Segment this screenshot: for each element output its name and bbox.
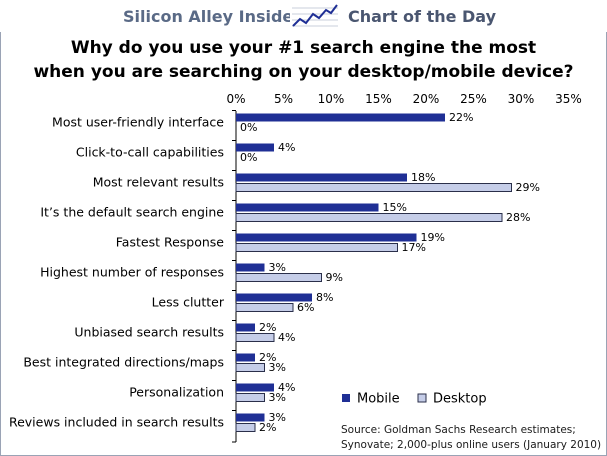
category-label: It’s the default search engine <box>40 205 224 220</box>
bar-mobile <box>236 143 274 152</box>
category-label: Unbiased search results <box>74 325 224 340</box>
bar-mobile <box>236 173 407 182</box>
data-label-desktop: 6% <box>297 301 314 314</box>
data-label-mobile: 15% <box>383 201 407 214</box>
legend-label-desktop: Desktop <box>433 392 487 407</box>
category-label: Less clutter <box>152 295 225 310</box>
bar-mobile <box>236 113 445 122</box>
data-label-desktop: 4% <box>278 331 295 344</box>
bar-mobile <box>236 323 255 332</box>
bar-desktop <box>235 423 256 432</box>
data-label-desktop: 9% <box>326 271 343 284</box>
category-label: Best integrated directions/maps <box>23 355 224 370</box>
category-label: Personalization <box>129 385 224 400</box>
bar-mobile <box>236 263 265 272</box>
x-tick-label: 10% <box>318 92 345 106</box>
bar-desktop <box>235 243 398 252</box>
bar-desktop <box>235 303 294 312</box>
data-label-mobile: 18% <box>411 171 435 184</box>
category-label: Highest number of responses <box>40 265 224 280</box>
source-line-2: Synovate; 2,000-plus online users (Janua… <box>341 439 602 451</box>
legend-label-mobile: Mobile <box>357 392 400 407</box>
x-tick-label: 15% <box>365 92 392 106</box>
data-label-desktop: 3% <box>269 391 286 404</box>
trend-chart-icon <box>290 2 340 30</box>
data-label-desktop: 17% <box>402 241 426 254</box>
data-label-desktop: 28% <box>506 211 530 224</box>
chart-title-line-2: when you are searching on your desktop/m… <box>33 62 574 82</box>
bar-mobile <box>236 203 379 212</box>
source-note: Source: Goldman Sachs Research estimates… <box>341 423 601 453</box>
data-label-mobile: 3% <box>269 261 286 274</box>
data-label-desktop: 29% <box>516 181 540 194</box>
x-tick-label: 0% <box>226 92 245 106</box>
bar-mobile <box>236 413 265 422</box>
bar-desktop <box>235 273 322 282</box>
bar-desktop <box>235 393 265 402</box>
legend-swatch-mobile <box>342 394 350 402</box>
section-title: Chart of the Day <box>348 7 497 26</box>
data-label-mobile: 2% <box>259 321 276 334</box>
brand-name: Silicon Alley Insider <box>123 7 302 26</box>
x-tick-label: 25% <box>460 92 487 106</box>
bar-mobile <box>236 353 255 362</box>
data-label-desktop: 2% <box>259 421 276 434</box>
x-tick-label: 5% <box>274 92 293 106</box>
bar-mobile <box>236 293 312 302</box>
bar-desktop <box>235 333 275 342</box>
legend-swatch-desktop <box>417 393 427 403</box>
data-label-mobile: 19% <box>421 231 445 244</box>
data-label-desktop: 0% <box>240 151 257 164</box>
bar-mobile <box>236 233 417 242</box>
category-label: Most user-friendly interface <box>52 115 224 130</box>
bar-desktop <box>235 213 503 222</box>
bar-mobile <box>236 383 274 392</box>
data-label-mobile: 22% <box>449 111 473 124</box>
data-label-mobile: 4% <box>278 381 295 394</box>
category-label: Most relevant results <box>93 175 224 190</box>
category-label: Reviews included in search results <box>9 415 224 430</box>
data-label-mobile: 3% <box>269 411 286 424</box>
header: Silicon Alley Insider Chart of the Day <box>0 0 607 32</box>
data-label-desktop: 3% <box>269 361 286 374</box>
data-label-mobile: 2% <box>259 351 276 364</box>
data-label-desktop: 0% <box>240 121 257 134</box>
x-tick-label: 35% <box>555 92 582 106</box>
bar-desktop <box>235 363 265 372</box>
source-line-1: Source: Goldman Sachs Research estimates… <box>341 424 576 436</box>
category-label: Fastest Response <box>116 235 225 250</box>
x-tick-label: 20% <box>413 92 440 106</box>
bar-desktop <box>235 183 512 192</box>
category-label: Click-to-call capabilities <box>76 145 224 160</box>
chart-title: Why do you use your #1 search engine the… <box>0 36 607 84</box>
chart-title-line-1: Why do you use your #1 search engine the… <box>70 38 537 58</box>
data-label-mobile: 8% <box>316 291 333 304</box>
data-label-mobile: 4% <box>278 141 295 154</box>
x-tick-label: 30% <box>508 92 535 106</box>
